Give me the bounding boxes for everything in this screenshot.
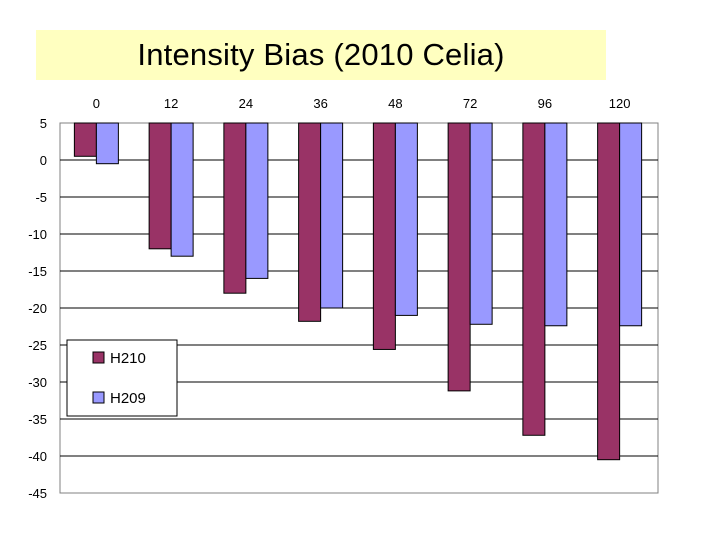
legend-box — [66, 339, 178, 417]
x-axis-ticks: 0 12 24 36 48 72 96 120 — [93, 96, 631, 111]
y-tick-label: -15 — [28, 264, 47, 279]
legend-swatch-h209 — [92, 391, 105, 404]
bar-h210-12 — [148, 122, 172, 250]
legend-label-h209: H209 — [110, 390, 146, 407]
bar-h210-96 — [522, 122, 546, 436]
x-tick-label: 72 — [463, 96, 477, 111]
bar-h209-12 — [170, 122, 194, 257]
x-tick-label: 48 — [388, 96, 402, 111]
y-tick-label: -5 — [35, 190, 47, 205]
y-tick-label: -40 — [28, 449, 47, 464]
x-tick-label: 12 — [164, 96, 178, 111]
bar-h210-72 — [447, 122, 471, 392]
bar-h210-120 — [597, 122, 621, 461]
y-tick-label: -35 — [28, 412, 47, 427]
y-axis-ticks: 5 0 -5 -10 -15 -20 -25 -30 -35 -40 -45 — [28, 116, 47, 501]
y-tick-label: -45 — [28, 486, 47, 501]
legend-label-h210: H210 — [110, 350, 146, 367]
bar-h210-36 — [298, 122, 322, 322]
x-tick-label: 24 — [239, 96, 253, 111]
chart-title-box: Intensity Bias (2010 Celia) — [36, 30, 606, 80]
bar-h210-24 — [223, 122, 247, 294]
y-tick-label: -10 — [28, 227, 47, 242]
bar-h210-0 — [73, 122, 97, 157]
y-tick-label: 0 — [40, 153, 47, 168]
bar-h209-72 — [469, 122, 493, 325]
y-tick-label: -25 — [28, 338, 47, 353]
bar-h209-24 — [245, 122, 269, 279]
y-tick-label: 5 — [40, 116, 47, 131]
chart-title: Intensity Bias (2010 Celia) — [137, 37, 505, 72]
legend-swatch-h210 — [92, 351, 105, 364]
legend: H210 H209 — [66, 339, 178, 417]
bar-h209-48 — [394, 122, 418, 316]
bar-h209-0 — [95, 122, 119, 165]
bar-h209-96 — [544, 122, 568, 327]
x-tick-label: 0 — [93, 96, 100, 111]
x-tick-label: 96 — [538, 96, 552, 111]
bars — [73, 122, 643, 461]
x-tick-label: 120 — [609, 96, 631, 111]
y-tick-label: -30 — [28, 375, 47, 390]
y-tick-label: -20 — [28, 301, 47, 316]
x-tick-label: 36 — [313, 96, 327, 111]
bar-h209-36 — [320, 122, 344, 309]
bar-h209-120 — [619, 122, 643, 327]
bar-h210-48 — [372, 122, 396, 350]
